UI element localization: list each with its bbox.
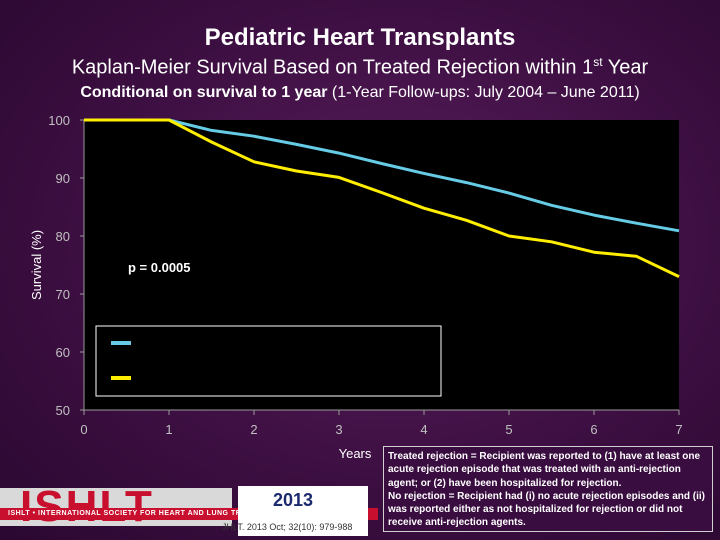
- x-tick-label-2: 2: [250, 422, 257, 437]
- x-tick-label-6: 6: [590, 422, 597, 437]
- subtitle-main: Kaplan-Meier Survival Based on Treated R…: [71, 56, 594, 79]
- page-subtitle-2: Conditional on survival to 1 year (1-Yea…: [0, 84, 720, 102]
- chart-series: [84, 118, 680, 278]
- page-title: Pediatric Heart Transplants: [204, 24, 516, 51]
- subtitle2-light: (1-Year Follow-ups: July 2004 – June 201…: [327, 84, 640, 101]
- y-tick-label-90: 90: [56, 171, 70, 186]
- definitions-note: Treated rejection = Recipient was report…: [383, 446, 713, 532]
- y-tick-label-70: 70: [56, 287, 70, 302]
- note-no-rejection: No rejection = Recipient had (i) no acut…: [388, 490, 706, 529]
- year-label: 2013: [272, 490, 314, 510]
- x-axis-label: Years: [339, 446, 372, 461]
- chart-axes: 50 60 70 80 90 100 0 1 2 3 4 5 6 7: [48, 113, 682, 437]
- x-tick-label-3: 3: [335, 422, 342, 437]
- y-tick-label-50: 50: [56, 403, 70, 418]
- y-axis-label: Survival (%): [29, 230, 44, 300]
- x-tick-label-0: 0: [80, 422, 87, 437]
- x-tick-label-5: 5: [505, 422, 512, 437]
- logo-text: ISHLT: [20, 488, 154, 526]
- subtitle-superscript: st: [593, 55, 603, 69]
- ishlt-logo: ISHLT: [0, 488, 232, 526]
- subtitle-tail: Year: [602, 56, 649, 79]
- citation: JHLT. 2013 Oct; 32(10): 979-988: [222, 522, 353, 532]
- year-box: 2013: [238, 486, 368, 536]
- series-line-1: [84, 118, 680, 233]
- y-tick-label-100: 100: [48, 113, 70, 128]
- chart-legend: [95, 325, 442, 397]
- y-tick-label-60: 60: [56, 345, 70, 360]
- p-value-annotation: p = 0.0005: [128, 260, 191, 275]
- x-tick-label-7: 7: [675, 422, 682, 437]
- subtitle2-bold: Conditional on survival to 1 year: [80, 84, 328, 101]
- legend-box: [95, 325, 442, 397]
- note-treated-rejection: Treated rejection = Recipient was report…: [388, 451, 701, 489]
- x-tick-label-1: 1: [165, 422, 172, 437]
- series-line-2: [84, 118, 680, 278]
- page-subtitle: Kaplan-Meier Survival Based on Treated R…: [0, 55, 720, 80]
- x-tick-label-4: 4: [420, 422, 427, 437]
- y-tick-label-80: 80: [56, 229, 70, 244]
